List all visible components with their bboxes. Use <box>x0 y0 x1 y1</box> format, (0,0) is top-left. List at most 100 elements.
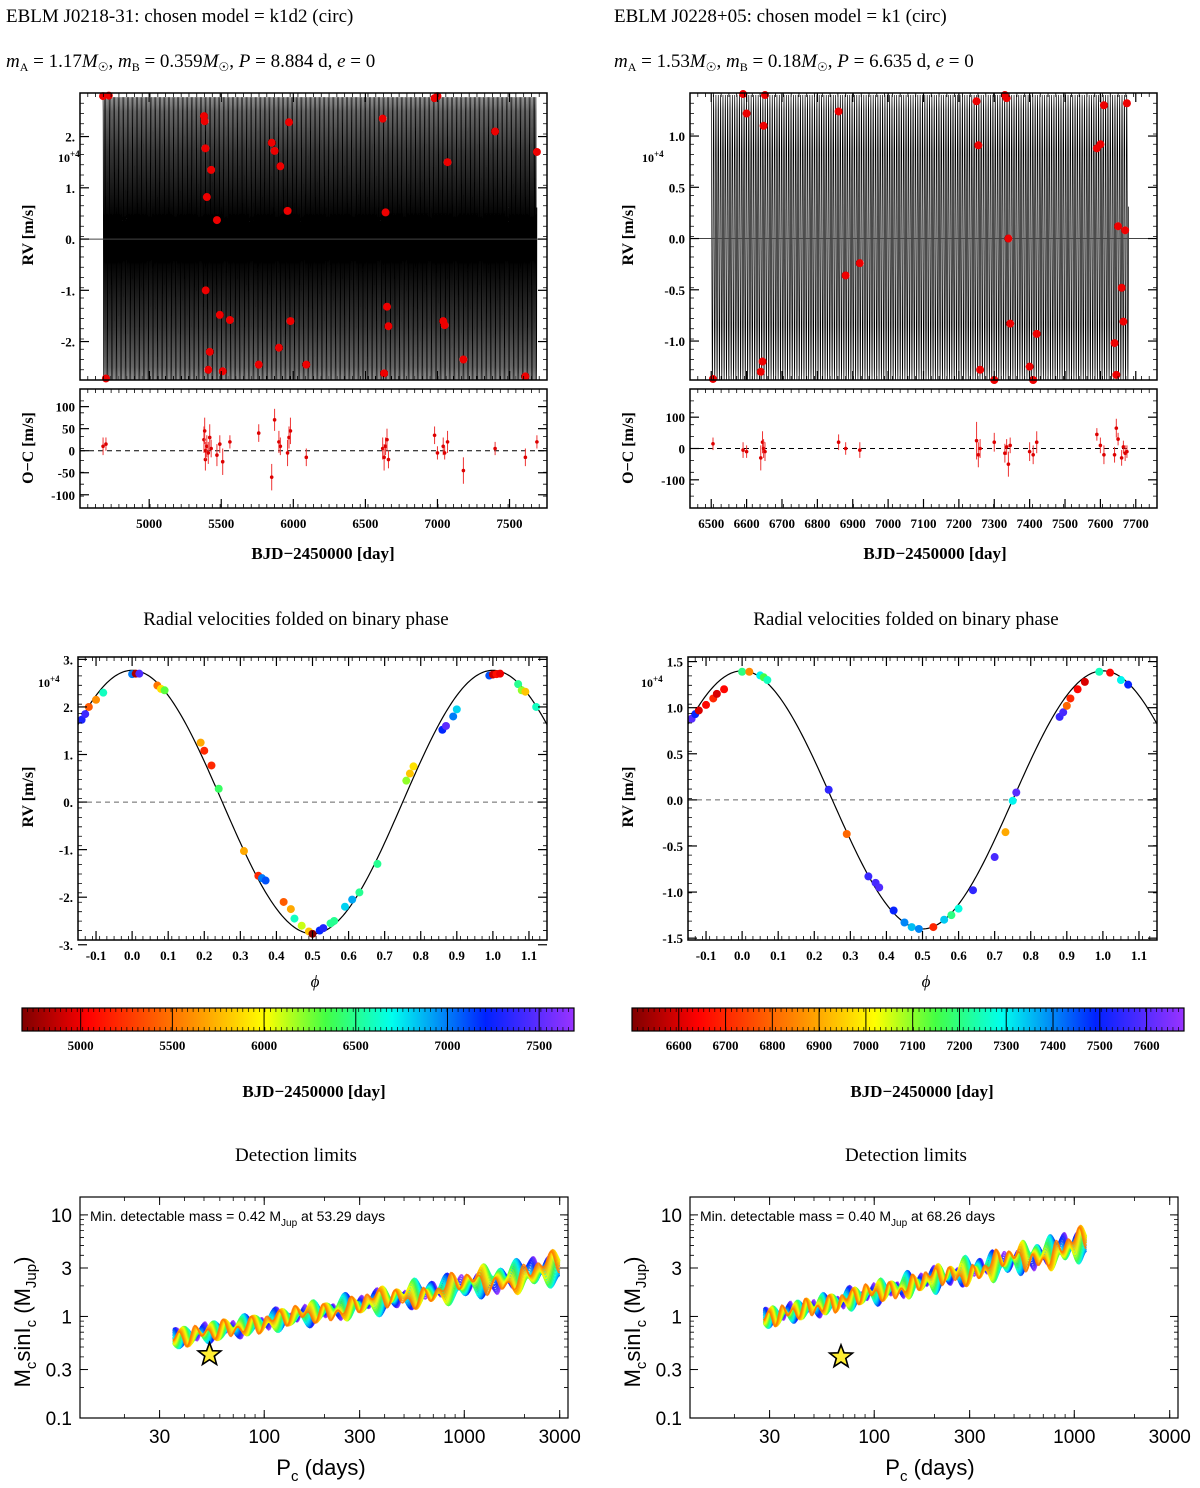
oc-data-point <box>445 440 450 444</box>
rv-data-point <box>381 208 390 217</box>
phase-data-point <box>702 700 711 709</box>
phase-data-point <box>712 689 721 698</box>
y-tick-label: 1. <box>65 181 75 196</box>
right-rv-ylabel: RV [m/s] <box>620 205 637 266</box>
phase-data-point <box>207 761 216 770</box>
rv-data-point <box>1096 140 1105 149</box>
left-detection-plot: 30 100 300 1000 3000 0.1 0.3 1 3 10 <box>46 1196 581 1448</box>
phase-data-point <box>738 667 747 676</box>
x-tick-label: 6500 <box>352 516 378 531</box>
oc-data-point <box>269 475 274 479</box>
y-tick-label: -1.5 <box>662 931 683 946</box>
colorbar-tick-label: 6700 <box>713 1038 739 1053</box>
x-tick-label: 1.0 <box>1095 948 1111 963</box>
colorbar-tick-label: 7000 <box>853 1038 879 1053</box>
oc-data-point <box>205 444 209 449</box>
phase-data-point <box>196 738 205 747</box>
oc-data-point <box>380 446 385 451</box>
colorbar-tick-label: 7500 <box>1087 1038 1113 1053</box>
phase-data-point <box>330 916 339 925</box>
oc-data-point <box>228 440 232 444</box>
rv-data-point <box>1004 234 1013 243</box>
left-detection-panel: Detection limits 30 100 300 1000 3000 0.1 0.3 1… <box>10 1145 581 1485</box>
y-tick-label: -1.0 <box>662 885 683 900</box>
x-tick-label: 6900 <box>840 516 866 531</box>
oc-data-point <box>435 451 440 455</box>
x-tick-label: 7500 <box>1052 516 1078 531</box>
phase-data-point <box>290 914 299 923</box>
rv-data-point <box>855 259 864 268</box>
x-tick-label: 0.9 <box>449 948 466 963</box>
x-tick-label: 6700 <box>769 516 795 531</box>
phase-data-point <box>92 695 101 704</box>
x-tick-label: 0.5 <box>304 948 321 963</box>
oc-data-point <box>711 442 715 446</box>
y-tick-label: 0.0 <box>667 793 683 808</box>
x-tick-label: 300 <box>344 1427 376 1448</box>
left-subtitle: mA = 1.17M☉, mB = 0.359M☉, P = 8.884 d, … <box>6 51 375 74</box>
y-tick-label: 0.3 <box>656 1361 682 1382</box>
colorbar-tick-label: 6600 <box>666 1038 692 1053</box>
x-tick-label: 0.0 <box>734 948 750 963</box>
right-phase-exponent: 10+4 <box>641 674 663 690</box>
x-tick-label: 30 <box>149 1427 170 1448</box>
phase-data-point <box>900 918 909 927</box>
phase-data-point <box>1001 828 1010 837</box>
colorbar-tick-label: 6000 <box>251 1038 277 1053</box>
phase-data-point <box>81 710 90 719</box>
oc-data-point <box>836 440 841 445</box>
phase-data-point <box>763 676 772 685</box>
x-tick-label: 7200 <box>946 516 972 531</box>
phase-data-point <box>1124 680 1133 689</box>
rv-data-point <box>739 90 748 99</box>
rv-data-point <box>383 302 392 311</box>
left-colorbar-label: BJD−2450000 [day] <box>242 1082 385 1101</box>
left-detection-annotation: Min. detectable mass = 0.42 MJup at 53.2… <box>90 1208 385 1229</box>
rv-data-point <box>756 367 765 376</box>
right-colorbar-label: BJD−2450000 [day] <box>850 1082 993 1101</box>
phase-data-point <box>340 902 349 911</box>
x-tick-label: 1.1 <box>521 948 537 963</box>
colorbar-tick-label: 5000 <box>68 1038 94 1053</box>
x-tick-label: 0.4 <box>878 948 895 963</box>
y-tick-label: 1 <box>671 1307 682 1328</box>
oc-data-point <box>843 446 848 451</box>
rv-data-point <box>254 360 263 369</box>
x-tick-label: 0.1 <box>160 948 176 963</box>
phase-data-point <box>1073 685 1082 694</box>
phase-data-point <box>402 776 411 785</box>
right-colorbar-ticks: 6600 6700 6800 6900 7000 7100 7200 7300 7400 7500… <box>637 1008 1179 1053</box>
oc-data-point <box>976 452 981 457</box>
phase-data-point <box>720 685 729 694</box>
y-tick-label: -0.5 <box>662 839 683 854</box>
rv-data-point <box>286 317 295 326</box>
x-tick-label: 0.0 <box>124 948 140 963</box>
x-tick-label: 0.6 <box>340 948 357 963</box>
y-tick-label: 0.5 <box>669 180 686 195</box>
y-tick-label: 0.5 <box>667 747 684 762</box>
rv-data-point <box>440 321 449 330</box>
x-tick-label: 7400 <box>1017 516 1043 531</box>
x-tick-label: 0.4 <box>268 948 285 963</box>
phase-data-point <box>214 784 223 793</box>
phase-data-point <box>77 715 86 724</box>
oc-data-point <box>974 438 979 443</box>
rv-data-point <box>283 206 292 215</box>
colorbar-tick-label: 7400 <box>1040 1038 1066 1053</box>
right-detection-panel: Detection limits 30 100 300 1000 3000 0.1 0.3 1… <box>620 1145 1191 1485</box>
left-colorbar-ticks: 5000 5500 6000 6500 7000 7500 <box>27 1008 569 1053</box>
oc-data-point <box>287 435 291 440</box>
rv-data-point <box>443 158 452 167</box>
rv-data-point <box>1110 339 1119 348</box>
y-tick-label: 3 <box>671 1259 682 1280</box>
oc-y-tick-label: -100 <box>661 473 685 488</box>
left-phase-plot: -0.1 0.0 0.1 0.2 0.3 0.4 0.5 0.6 0.7 0.8 0.9 1.0 1.1… <box>59 652 548 963</box>
phase-data-point <box>99 688 108 697</box>
x-tick-label: 7000 <box>875 516 901 531</box>
x-tick-label: 1.0 <box>485 948 501 963</box>
rv-data-point <box>207 165 216 174</box>
x-tick-label: 6500 <box>698 516 724 531</box>
left-rv-plot: 2. 1. 0. -1. -2. <box>61 91 548 383</box>
phase-data-point <box>864 872 873 881</box>
oc-data-point <box>523 455 528 460</box>
